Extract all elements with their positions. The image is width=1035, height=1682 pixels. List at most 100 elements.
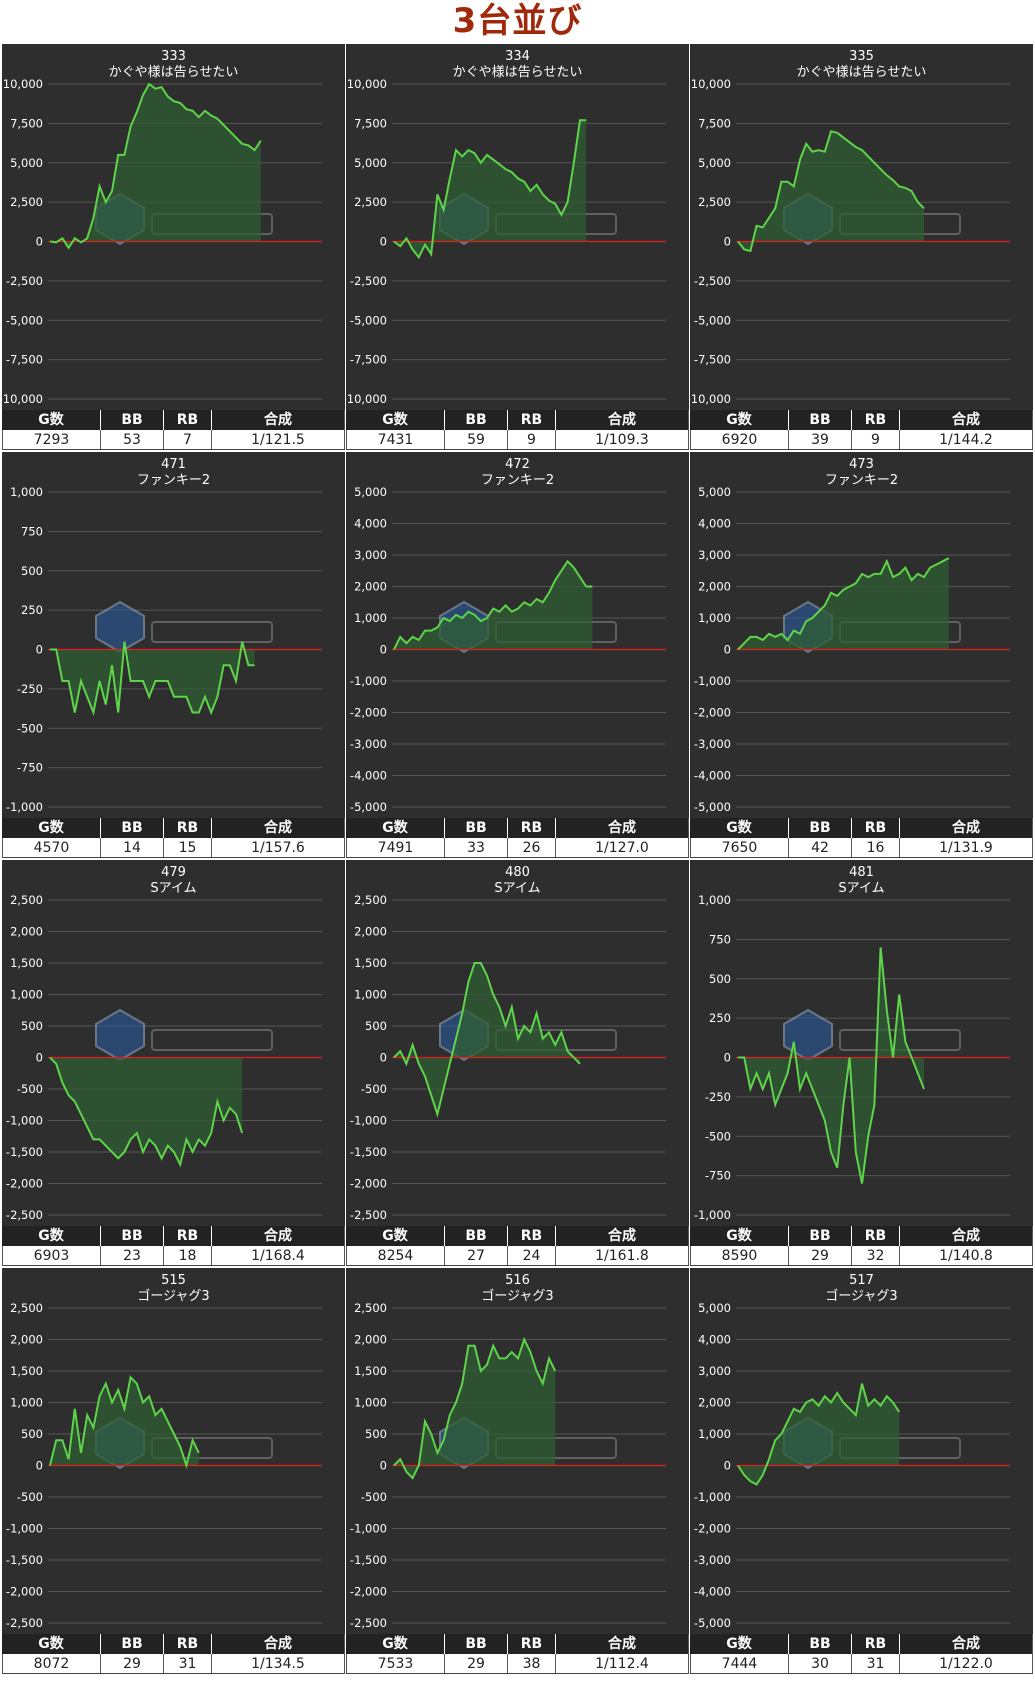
- y-tick-label: 2,500: [10, 893, 43, 907]
- stats-header-bb: BB: [101, 1226, 164, 1246]
- stats-value-rb: 24: [508, 1246, 556, 1265]
- chart-plot: 481 Sアイム 1,000 750 500 250 0 -250 -500 -750 -1,000: [690, 860, 1033, 1226]
- y-tick-label: -10,000: [690, 392, 731, 406]
- y-tick-label: -7,500: [350, 353, 387, 367]
- y-tick-label: -1,000: [6, 800, 43, 814]
- series-line: [49, 1375, 200, 1470]
- chart-panel: 479 Sアイム 2,500 2,000 1,500 1,000 500 0 -500 -1,00…: [2, 860, 345, 1266]
- y-tick-label: 1,000: [354, 1396, 387, 1410]
- y-tick-label: 1,000: [698, 611, 731, 625]
- y-tick-label: -2,500: [350, 1616, 387, 1630]
- y-tick-label: 1,000: [698, 893, 731, 907]
- chart-title-machine: ファンキー2: [137, 473, 210, 488]
- stats-header-bb: BB: [445, 1634, 508, 1654]
- y-tick-label: 1,000: [354, 988, 387, 1002]
- stats-header-rb: RB: [508, 410, 556, 430]
- stats-header-games: G数: [346, 410, 445, 430]
- chart-title-machine: かぐや様は告らせたい: [109, 65, 239, 80]
- chart-title-number: 334: [505, 49, 530, 64]
- y-tick-label: -5,000: [694, 313, 731, 327]
- y-tick-label: 2,000: [354, 925, 387, 939]
- y-tick-label: -250: [705, 1090, 731, 1104]
- y-tick-label: -5,000: [350, 313, 387, 327]
- y-tick-label: 0: [380, 1051, 387, 1065]
- stats-value-ratio: 1/161.8: [556, 1246, 689, 1265]
- y-tick-label: -1,000: [694, 674, 731, 688]
- y-tick-label: 1,500: [354, 1364, 387, 1378]
- chart-title-machine: かぐや様は告らせたい: [453, 65, 583, 80]
- y-tick-label: 0: [380, 1459, 387, 1473]
- y-tick-label: -1,500: [350, 1145, 387, 1159]
- watermark-logo-icon: [95, 600, 273, 654]
- chart-plot: 335 かぐや様は告らせたい 10,000 7,500 5,000 2,500 0 -2,50…: [690, 44, 1033, 410]
- y-tick-label: -500: [17, 1082, 43, 1096]
- y-tick-label: 5,000: [10, 156, 43, 170]
- stats-value-rb: 9: [508, 430, 556, 449]
- y-tick-label: 0: [724, 643, 731, 657]
- stats-header-games: G数: [2, 1634, 101, 1654]
- y-tick-label: 1,000: [354, 611, 387, 625]
- y-tick-label: -4,000: [694, 769, 731, 783]
- stats-value-bb: 53: [101, 430, 164, 449]
- y-tick-label: 4,000: [354, 517, 387, 531]
- stats-value-bb: 29: [789, 1246, 852, 1265]
- y-tick-label: -2,500: [694, 274, 731, 288]
- series-area: [394, 120, 587, 258]
- stats-header-rb: RB: [508, 818, 556, 838]
- stats-header-games: G数: [690, 1226, 789, 1246]
- y-tick-label: -5,000: [694, 1616, 731, 1630]
- chart-plot: 517 ゴージャグ3 5,000 4,000 3,000 2,000 1,000 0 -1,00…: [690, 1268, 1033, 1634]
- y-tick-label: 1,500: [10, 956, 43, 970]
- y-tick-label: 5,000: [354, 485, 387, 499]
- y-tick-label: -1,000: [694, 1490, 731, 1504]
- chart-title-machine: ファンキー2: [825, 473, 898, 488]
- stats-value-bb: 14: [101, 838, 164, 857]
- y-tick-label: -750: [17, 761, 43, 775]
- chart-title-number: 517: [849, 1273, 874, 1288]
- series-area: [394, 561, 593, 650]
- stats-value-games: 8072: [2, 1654, 101, 1673]
- y-tick-label: 0: [36, 235, 43, 249]
- y-tick-label: -2,500: [6, 1616, 43, 1630]
- stats-header-ratio: 合成: [900, 1634, 1033, 1654]
- chart-title-machine: Sアイム: [494, 881, 540, 896]
- series-area: [738, 1383, 900, 1485]
- stats-value-ratio: 1/157.6: [212, 838, 345, 857]
- y-tick-label: 0: [724, 1051, 731, 1065]
- y-tick-label: -2,000: [6, 1177, 43, 1191]
- y-tick-label: -250: [17, 682, 43, 696]
- y-tick-label: 0: [724, 235, 731, 249]
- y-tick-label: 2,500: [354, 1301, 387, 1315]
- y-tick-label: -3,000: [694, 737, 731, 751]
- y-tick-label: 2,500: [354, 195, 387, 209]
- y-tick-label: -500: [705, 1129, 731, 1143]
- y-tick-label: 500: [21, 1427, 43, 1441]
- y-tick-label: -7,500: [6, 353, 43, 367]
- chart-title-number: 479: [161, 865, 186, 880]
- series-area: [738, 947, 924, 1184]
- y-tick-label: 10,000: [691, 77, 731, 91]
- y-tick-label: -1,500: [6, 1553, 43, 1567]
- stats-value-rb: 15: [164, 838, 212, 857]
- stats-header-ratio: 合成: [556, 1226, 689, 1246]
- y-tick-label: 2,000: [698, 1396, 731, 1410]
- stats-table: G数 BB RB 合成 7491 33 26 1/127.0: [346, 818, 689, 858]
- stats-table: G数 BB RB 合成 6903 23 18 1/168.4: [2, 1226, 345, 1266]
- y-tick-label: -5,000: [694, 800, 731, 814]
- chart-plot: 480 Sアイム 2,500 2,000 1,500 1,000 500 0 -500 -1,00…: [346, 860, 689, 1226]
- stats-header-rb: RB: [508, 1226, 556, 1246]
- chart-title-number: 333: [161, 49, 186, 64]
- y-tick-label: 750: [21, 524, 43, 538]
- stats-table: G数 BB RB 合成 8590 29 32 1/140.8: [690, 1226, 1033, 1266]
- stats-header-rb: RB: [508, 1634, 556, 1654]
- chart-title-machine: ゴージャグ3: [481, 1288, 553, 1304]
- y-tick-label: 500: [21, 564, 43, 578]
- y-tick-label: 5,000: [354, 156, 387, 170]
- stats-header-ratio: 合成: [556, 410, 689, 430]
- y-tick-label: 5,000: [698, 1301, 731, 1315]
- stats-value-rb: 32: [852, 1246, 900, 1265]
